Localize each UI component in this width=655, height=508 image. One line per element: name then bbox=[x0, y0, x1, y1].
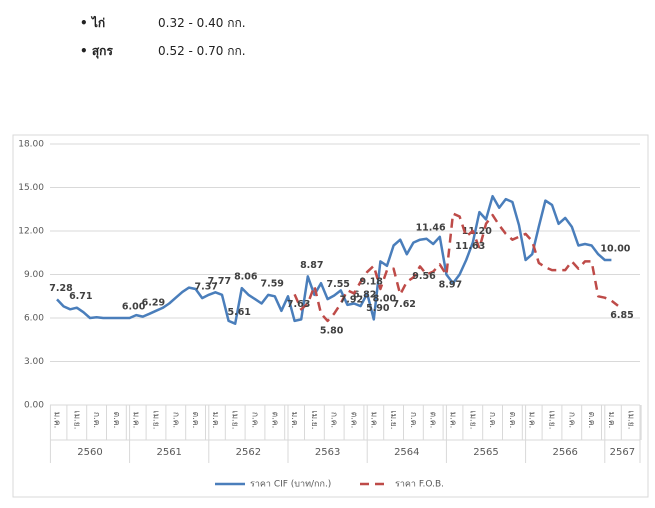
data-label: 5.80 bbox=[320, 325, 344, 336]
data-label: 6.29 bbox=[142, 297, 165, 308]
item-text: 0.52 - 0.70 กก. bbox=[158, 44, 246, 58]
data-label: 5.61 bbox=[227, 307, 250, 318]
x-tick-label: ก.ค. bbox=[329, 412, 339, 428]
data-label: 7.62 bbox=[392, 299, 415, 310]
data-label: 5.90 bbox=[366, 303, 390, 314]
data-label: 6.00 bbox=[122, 302, 146, 313]
x-tick-label: ม.ค. bbox=[131, 412, 141, 429]
year-label: 2566 bbox=[552, 447, 577, 458]
data-label: 11.63 bbox=[455, 241, 485, 252]
x-tick-label: ม.ค. bbox=[448, 412, 458, 429]
data-label: 11.46 bbox=[416, 222, 446, 233]
x-tick-label: ม.ค. bbox=[606, 412, 616, 429]
year-label: 2561 bbox=[156, 447, 181, 458]
x-tick-label: ก.ค. bbox=[91, 412, 101, 428]
y-tick-label: 3.00 bbox=[24, 357, 44, 367]
x-tick-label: ก.ค. bbox=[170, 412, 180, 428]
x-tick-label: ม.ค. bbox=[210, 412, 220, 429]
data-label: 8.00 bbox=[373, 294, 397, 305]
series-line bbox=[293, 212, 619, 323]
x-tick-label: เม.ย. bbox=[230, 411, 240, 430]
y-tick-label: 9.00 bbox=[24, 270, 44, 280]
y-tick-label: 12.00 bbox=[18, 227, 44, 237]
x-tick-label: เม.ย. bbox=[309, 411, 319, 430]
data-label: 8.87 bbox=[300, 260, 323, 271]
x-tick-label: ม.ค. bbox=[289, 412, 299, 429]
data-label: 8.97 bbox=[439, 279, 462, 290]
y-tick-label: 15.00 bbox=[18, 183, 44, 193]
data-label: 10.00 bbox=[600, 244, 630, 255]
data-label: 7.28 bbox=[49, 283, 73, 294]
x-tick-label: ต.ค. bbox=[586, 412, 596, 429]
x-tick-label: ม.ค. bbox=[368, 412, 378, 429]
data-label: 6.71 bbox=[69, 291, 92, 302]
y-tick-label: 6.00 bbox=[24, 314, 44, 324]
x-tick-label: ต.ค. bbox=[190, 412, 200, 429]
data-label: 7.37 bbox=[194, 282, 217, 293]
data-label: 8.06 bbox=[234, 272, 258, 283]
year-label: 2563 bbox=[315, 447, 340, 458]
x-tick-label: เม.ย. bbox=[626, 411, 636, 430]
data-label: 9.56 bbox=[412, 271, 436, 282]
data-label: 7.77 bbox=[208, 276, 231, 287]
x-tick-label: ก.ค. bbox=[566, 412, 576, 428]
x-tick-label: ก.ค. bbox=[487, 412, 497, 428]
bullet-label: • สุกร bbox=[80, 44, 113, 58]
x-tick-label: เม.ย. bbox=[467, 411, 477, 430]
x-tick-label: ต.ค. bbox=[111, 412, 121, 429]
x-tick-label: เม.ย. bbox=[547, 411, 557, 430]
legend-label: ราคา CIF (บาท/กก.) bbox=[250, 480, 331, 490]
bullet-label: • ไก่ bbox=[80, 16, 106, 30]
x-tick-label: ต.ค. bbox=[349, 412, 359, 429]
series-line bbox=[56, 194, 612, 325]
data-label: 7.59 bbox=[260, 278, 283, 289]
year-label: 2564 bbox=[394, 447, 419, 458]
y-tick-label: 0.00 bbox=[24, 401, 44, 411]
x-tick-label: ต.ค. bbox=[428, 412, 438, 429]
data-label: 7.63 bbox=[287, 299, 310, 310]
data-label: 11.20 bbox=[462, 226, 492, 237]
y-tick-label: 18.00 bbox=[18, 140, 44, 150]
year-label: 2560 bbox=[77, 447, 102, 458]
data-label: 7.55 bbox=[326, 279, 349, 290]
x-tick-label: ม.ค. bbox=[52, 412, 62, 429]
x-tick-label: เม.ย. bbox=[151, 411, 161, 430]
year-label: 2562 bbox=[236, 447, 261, 458]
year-label: 2565 bbox=[473, 447, 498, 458]
x-tick-label: ก.ค. bbox=[250, 412, 260, 428]
legend-label: ราคา F.O.B. bbox=[395, 480, 444, 490]
x-tick-label: ต.ค. bbox=[269, 412, 279, 429]
data-label: 6.85 bbox=[610, 310, 633, 321]
x-tick-label: ม.ค. bbox=[527, 412, 537, 429]
data-label: 6.82 bbox=[353, 290, 376, 301]
x-tick-label: เม.ย. bbox=[71, 411, 81, 430]
x-tick-label: ต.ค. bbox=[507, 412, 517, 429]
x-tick-label: ก.ค. bbox=[408, 412, 418, 428]
data-label: 7.92 bbox=[340, 295, 363, 306]
year-label: 2567 bbox=[610, 447, 635, 458]
chart-frame bbox=[12, 134, 649, 498]
data-label: 9.18 bbox=[359, 276, 383, 287]
x-tick-label: เม.ย. bbox=[388, 411, 398, 430]
item-text: 0.32 - 0.40 กก. bbox=[158, 16, 246, 30]
